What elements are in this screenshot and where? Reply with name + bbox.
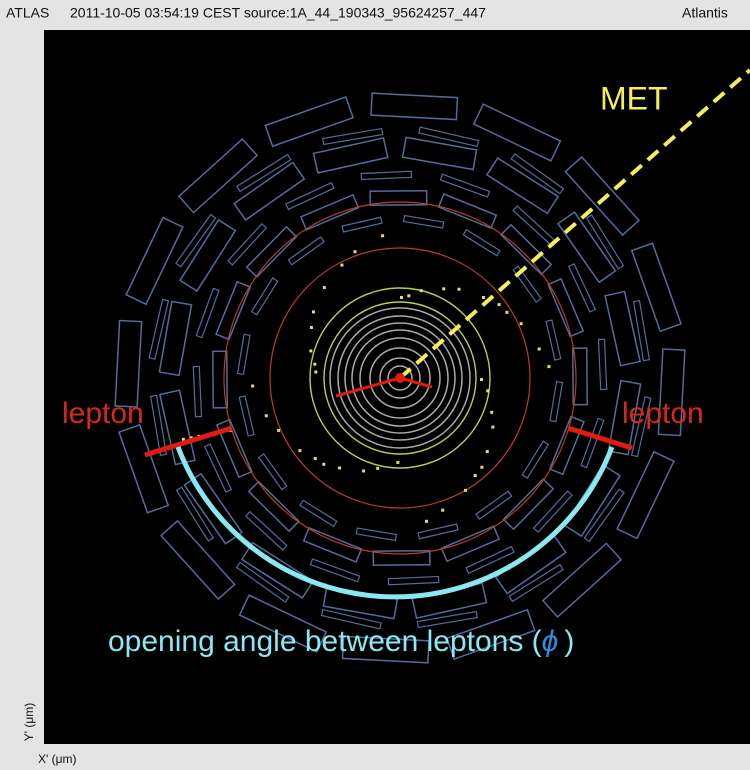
hit xyxy=(265,414,268,417)
hit xyxy=(353,250,356,253)
app-name: ATLAS xyxy=(6,5,49,21)
hit xyxy=(362,469,365,472)
hit xyxy=(547,365,550,368)
hit xyxy=(491,426,494,429)
hit xyxy=(407,294,410,297)
hit xyxy=(376,467,379,470)
lepton-label: lepton xyxy=(622,397,704,430)
y-axis-label: Y' (μm) xyxy=(22,703,36,742)
hit xyxy=(322,463,325,466)
hit xyxy=(396,461,399,464)
event-info: 2011-10-05 03:54:19 CEST source:1A_44_19… xyxy=(70,5,486,21)
hit xyxy=(464,489,467,492)
hit xyxy=(480,466,483,469)
hit xyxy=(486,450,489,453)
hit xyxy=(457,288,460,291)
lepton-label: lepton xyxy=(62,397,144,430)
met-label: MET xyxy=(600,80,668,116)
hit xyxy=(309,349,312,352)
angle-label: opening angle between leptons (ϕ) xyxy=(108,625,574,658)
angle-close: ) xyxy=(564,625,574,658)
hit xyxy=(498,303,501,306)
angle-symbol: ϕ xyxy=(542,625,559,658)
hit xyxy=(442,287,445,290)
page: ATLAS 2011-10-05 03:54:19 CEST source:1A… xyxy=(0,0,750,770)
hit xyxy=(323,286,326,289)
hit xyxy=(340,264,343,267)
hit xyxy=(538,347,541,350)
hit xyxy=(314,457,317,460)
hit xyxy=(505,311,508,314)
hit xyxy=(314,371,317,374)
hit xyxy=(251,384,254,387)
x-axis-label: X' (μm) xyxy=(38,752,77,766)
hit xyxy=(298,449,301,452)
hit xyxy=(420,289,423,292)
hit xyxy=(310,326,313,329)
hit xyxy=(312,310,315,313)
hit xyxy=(441,509,444,512)
hit xyxy=(338,466,341,469)
hit xyxy=(482,296,485,299)
angle-text: opening angle between leptons ( xyxy=(108,625,542,658)
hit xyxy=(425,520,428,523)
hit xyxy=(381,234,384,237)
brand: Atlantis xyxy=(682,5,728,21)
event-display-window: ATLAS 2011-10-05 03:54:19 CEST source:1A… xyxy=(0,0,750,770)
hit xyxy=(480,378,483,381)
hit xyxy=(486,389,489,392)
hit xyxy=(474,474,477,477)
hit xyxy=(400,296,403,299)
hit xyxy=(520,322,523,325)
hit xyxy=(313,363,316,366)
hit xyxy=(277,429,280,432)
hit xyxy=(490,411,493,414)
vertex xyxy=(395,373,405,383)
